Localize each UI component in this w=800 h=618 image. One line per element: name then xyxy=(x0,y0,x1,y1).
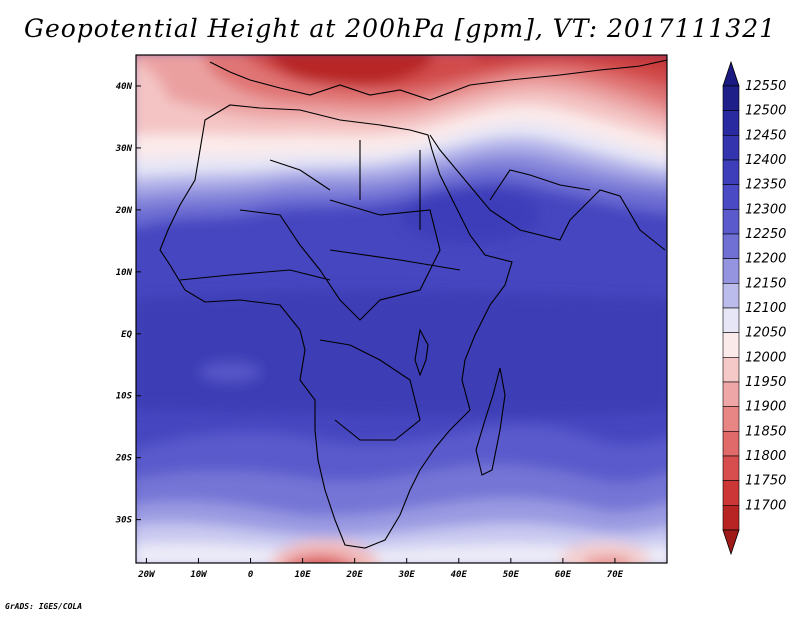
colorbar-swatch xyxy=(722,406,740,432)
colorbar-label: 12000 xyxy=(745,350,786,365)
colorbar: 12550 12500 12450 12400 12350 12300 12250 12200… xyxy=(722,60,786,556)
colorbar-swatch xyxy=(722,332,740,358)
longitude-axis: 20W 10W 0 10E 20E 30E 40E 50E 60E 70E xyxy=(137,558,624,580)
lat-tick-label: 10N xyxy=(116,268,133,278)
credit-text: GrADS: IGES/COLA xyxy=(5,602,83,611)
lon-tick-label: 20W xyxy=(137,570,156,580)
colorbar-swatch xyxy=(722,159,740,185)
lon-tick-label: 70E xyxy=(607,570,624,580)
colorbar-swatch xyxy=(722,233,740,259)
lon-tick-label: 30E xyxy=(398,570,416,580)
colorbar-label: 11850 xyxy=(745,424,786,439)
colorbar-swatch xyxy=(722,184,740,210)
lon-tick-label: 10W xyxy=(190,570,208,580)
colorbar-label: 12450 xyxy=(745,128,786,143)
colorbar-label: 11700 xyxy=(745,498,786,513)
map-title: Geopotential Height at 200hPa [gpm], VT:… xyxy=(23,14,777,43)
colorbar-swatch xyxy=(722,85,740,111)
lat-tick-label: EQ xyxy=(121,330,132,340)
colorbar-swatch xyxy=(722,307,740,333)
latitude-axis: 40N 30N 20N 10N EQ 10S 20S 30S xyxy=(115,82,141,526)
lon-tick-label: 60E xyxy=(555,570,572,580)
colorbar-over-arrow xyxy=(722,60,740,87)
colorbar-swatch xyxy=(722,381,740,407)
colorbar-label: 12400 xyxy=(745,153,786,168)
colorbar-label: 12050 xyxy=(745,326,786,341)
plot-frame xyxy=(135,54,668,564)
colorbar-swatch xyxy=(722,455,740,481)
colorbar-swatch xyxy=(722,505,740,531)
colorbar-label: 12100 xyxy=(745,301,786,316)
lon-tick-label: 40E xyxy=(451,570,468,580)
lon-tick-label: 10E xyxy=(294,570,311,580)
lon-tick-label: 20E xyxy=(346,570,364,580)
colorbar-label: 12500 xyxy=(745,104,786,119)
colorbar-label: 12150 xyxy=(745,276,786,291)
colorbar-label: 11750 xyxy=(745,474,786,489)
height-field xyxy=(136,55,667,563)
colorbar-under-arrow xyxy=(722,529,740,556)
lat-tick-label: 30N xyxy=(115,144,133,154)
colorbar-label: 11950 xyxy=(745,375,786,390)
colorbar-swatch xyxy=(722,209,740,235)
colorbar-swatch xyxy=(722,258,740,284)
colorbar-label: 12300 xyxy=(745,202,786,217)
lat-tick-label: 20S xyxy=(115,454,133,464)
lon-tick-label: 0 xyxy=(248,570,254,580)
lat-tick-label: 20N xyxy=(115,206,133,216)
colorbar-label: 11800 xyxy=(745,449,786,464)
colorbar-swatch xyxy=(722,431,740,457)
colorbar-swatch xyxy=(722,480,740,506)
lat-tick-label: 40N xyxy=(116,82,133,92)
lat-tick-label: 10S xyxy=(116,392,133,402)
colorbar-label: 12250 xyxy=(745,227,786,242)
coastlines xyxy=(159,59,667,549)
colorbar-swatch xyxy=(722,283,740,309)
colorbar-label: 11900 xyxy=(745,400,786,415)
colorbar-label: 12200 xyxy=(745,252,786,267)
lat-tick-label: 30S xyxy=(115,516,133,526)
colorbar-swatch xyxy=(722,110,740,136)
colorbar-label: 12550 xyxy=(745,79,786,94)
colorbar-swatch xyxy=(722,135,740,161)
colorbar-label: 12350 xyxy=(745,178,786,193)
colorbar-swatch xyxy=(722,357,740,383)
lon-tick-label: 50E xyxy=(503,570,520,580)
